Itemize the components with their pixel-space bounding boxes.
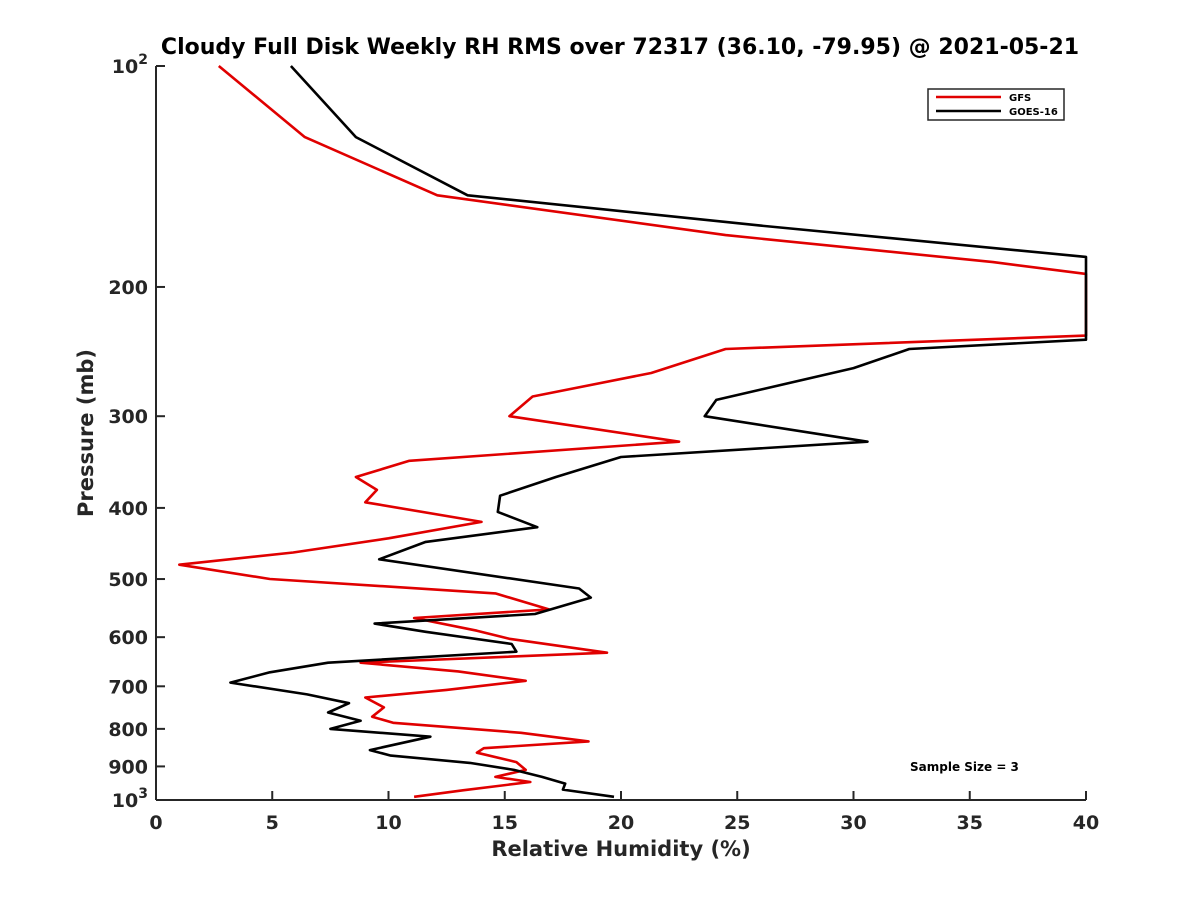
y-axis-ticks: 102 200 300 400 500 600 700 800 900 103 [108, 52, 165, 812]
y-tick-label: 200 [108, 277, 148, 299]
x-tick-label: 25 [724, 812, 750, 834]
series-layer [178, 64, 1088, 799]
x-tick-label: 5 [266, 812, 279, 834]
y-axis-label: Pressure (mb) [74, 349, 98, 517]
series-line-goes16 [229, 65, 1088, 799]
x-axis-ticks: 0 5 10 15 20 25 30 35 40 [149, 791, 1099, 834]
x-tick-label: 20 [608, 812, 634, 834]
y-tick-label: 600 [108, 627, 148, 649]
legend-box [927, 88, 1065, 121]
x-tick-label: 15 [492, 812, 518, 834]
chart-title: Cloudy Full Disk Weekly RH RMS over 7231… [161, 35, 1079, 60]
x-tick-label: 10 [375, 812, 401, 834]
sample-size-annotation: Sample Size = 3 [910, 760, 1019, 774]
y-tick-label: 900 [108, 756, 148, 778]
y-tick-label: 102 [112, 52, 148, 78]
legend: GFS GOES-16 [927, 88, 1065, 121]
y-tick-label: 700 [108, 676, 148, 698]
legend-label-gfs: GFS [1009, 93, 1031, 104]
y-tick-label: 300 [108, 406, 148, 428]
y-tick-label: 103 [112, 786, 148, 812]
y-tick-label: 800 [108, 719, 148, 741]
x-tick-label: 40 [1073, 812, 1099, 834]
x-tick-label: 0 [149, 812, 162, 834]
y-tick-label: 500 [108, 569, 148, 591]
x-axis-label: Relative Humidity (%) [491, 837, 750, 861]
x-tick-label: 35 [957, 812, 983, 834]
legend-label-goes16: GOES-16 [1009, 107, 1058, 118]
y-tick-label: 400 [108, 498, 148, 520]
x-tick-label: 30 [840, 812, 866, 834]
